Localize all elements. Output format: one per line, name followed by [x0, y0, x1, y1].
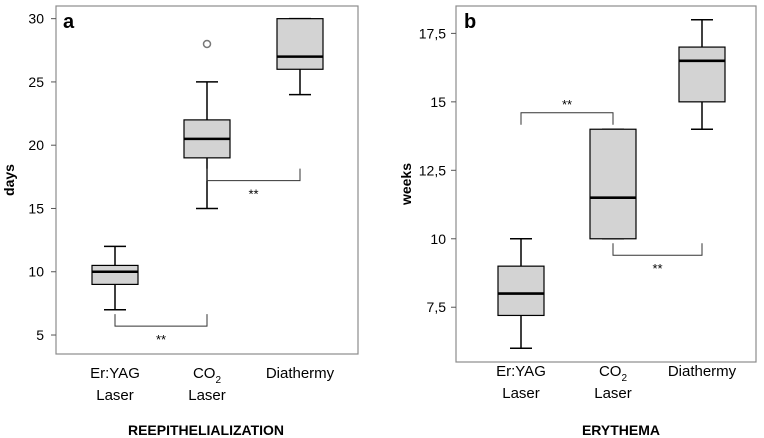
significance-bracket: **	[114, 314, 208, 347]
significance-bracket: **	[206, 168, 301, 202]
box-0	[497, 238, 545, 350]
significance-label: **	[156, 332, 166, 347]
category-label: Er:YAG	[496, 363, 546, 380]
y-tick-label: 10	[28, 264, 44, 280]
y-tick-label: 5	[36, 327, 44, 343]
panel-label: a	[63, 11, 75, 33]
box-iqr	[91, 264, 139, 285]
category-label-line2: Laser	[96, 387, 134, 404]
box-1	[589, 128, 637, 240]
box-1	[183, 39, 231, 210]
y-tick-label: 10	[430, 231, 446, 247]
box-2	[678, 18, 726, 130]
category-label-line2: Laser	[188, 387, 226, 404]
y-axis-label: weeks	[398, 163, 414, 206]
y-tick-label: 12,5	[419, 162, 446, 178]
y-tick-label: 25	[28, 74, 44, 90]
outlier-point	[202, 39, 212, 49]
category-label: CO2	[599, 363, 628, 384]
significance-label: **	[562, 97, 572, 112]
box-0	[91, 245, 139, 311]
box-iqr	[497, 265, 545, 317]
panel-reepithelialization: a51015202530days****Er:YAGLaserCO2LaserD…	[1, 5, 359, 438]
x-axis-title: REEPITHELIALIZATION	[128, 422, 284, 438]
panel-label: b	[464, 11, 476, 33]
y-tick-label: 30	[28, 11, 44, 27]
significance-bracket: **	[612, 243, 703, 276]
significance-bracket: **	[520, 97, 614, 125]
category-label-line2: Laser	[502, 385, 540, 402]
category-label-line2: Laser	[594, 385, 632, 402]
box-iqr	[678, 46, 726, 103]
panel-erythema: b7,51012,51517,5weeks****Er:YAGLaserCO2L…	[398, 5, 757, 438]
y-tick-label: 15	[28, 200, 44, 216]
bracket-line	[206, 168, 301, 182]
significance-label: **	[248, 187, 258, 202]
y-tick-label: 17,5	[419, 25, 446, 41]
bracket-line	[114, 314, 208, 327]
category-label: Er:YAG	[90, 365, 140, 382]
box-iqr	[589, 128, 637, 240]
category-label: Diathermy	[668, 363, 737, 380]
y-tick-label: 15	[430, 94, 446, 110]
y-axis-label: days	[1, 164, 17, 196]
x-axis-title: ERYTHEMA	[582, 422, 660, 438]
significance-label: **	[652, 261, 662, 276]
category-label: CO2	[193, 365, 222, 386]
box-iqr	[276, 18, 324, 70]
category-label: Diathermy	[266, 365, 335, 382]
box-2	[276, 17, 324, 96]
bracket-line	[520, 112, 614, 125]
y-tick-label: 7,5	[427, 299, 447, 315]
y-tick-label: 20	[28, 137, 44, 153]
bracket-line	[612, 243, 703, 256]
